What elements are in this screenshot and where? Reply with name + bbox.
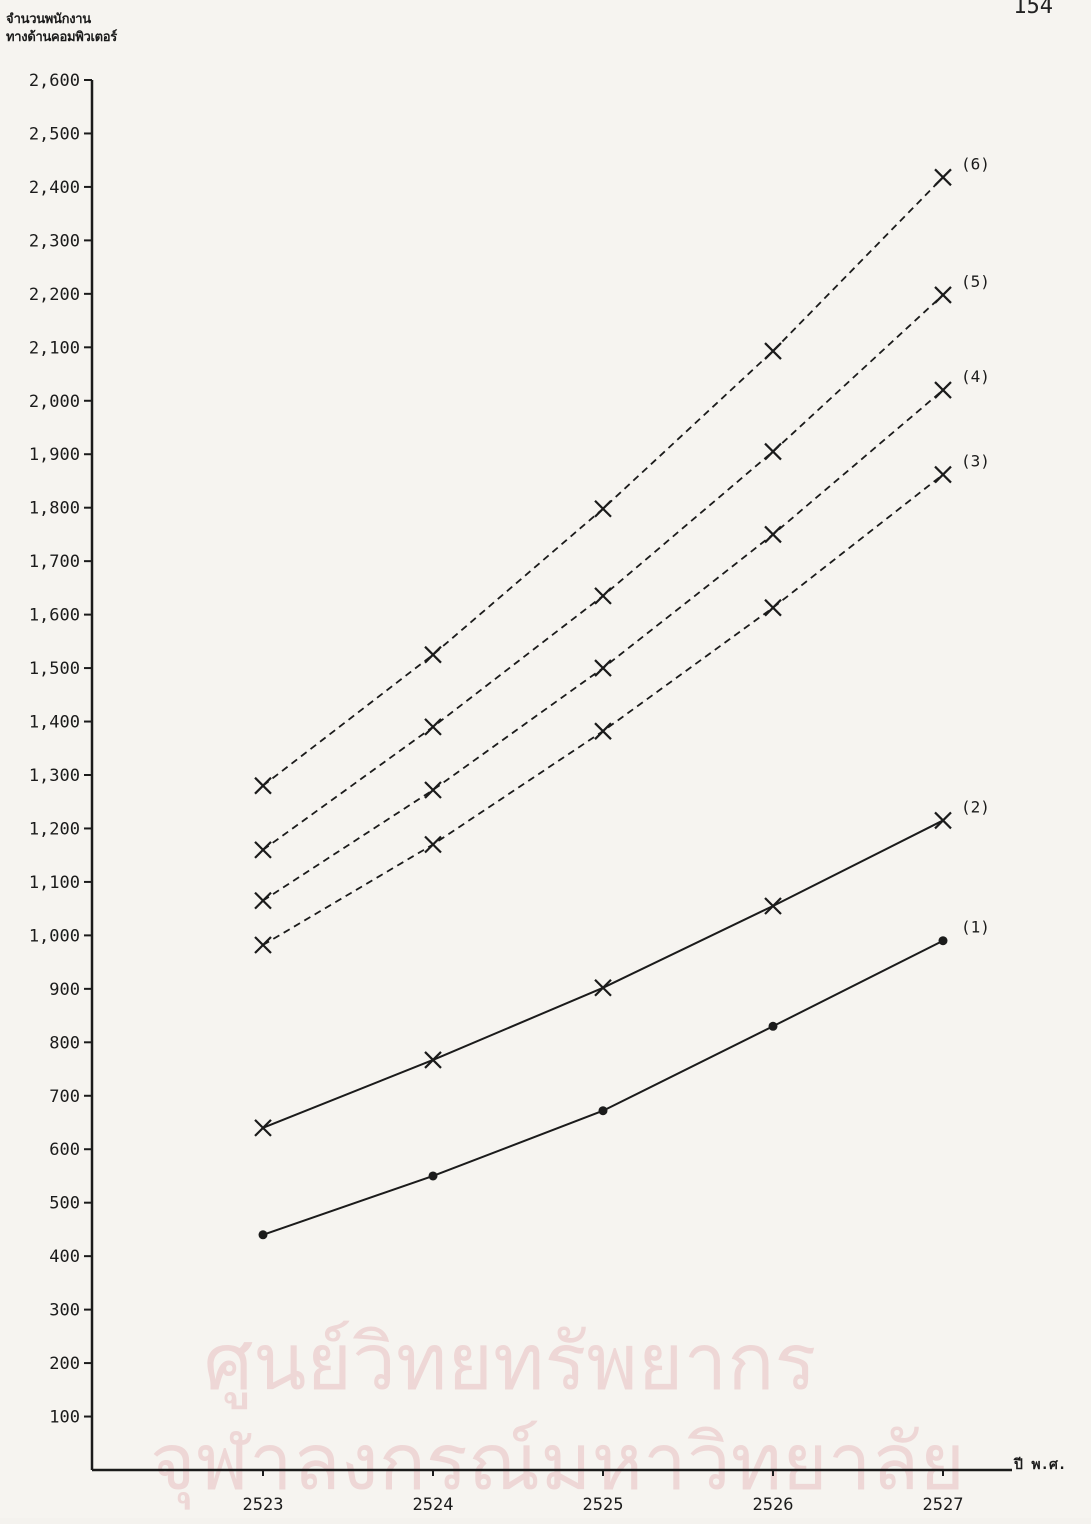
y-tick-label: 100 [49, 1408, 80, 1428]
x-tick-label: 2527 [923, 1495, 964, 1515]
watermark-line-1: ศูนย์วิทยทรัพยากร [203, 1318, 817, 1408]
data-point [424, 781, 442, 799]
series-line-5 [262, 294, 944, 851]
watermark-line-2: จุฬาลงกรณ์มหาวิทยาลัย [150, 1418, 966, 1508]
y-tick-label: 200 [49, 1354, 80, 1374]
y-tick-label: 600 [49, 1140, 80, 1160]
page-number: 154 [1013, 0, 1053, 19]
series-label-2: (2) [961, 797, 990, 816]
y-tick-label: 400 [49, 1247, 80, 1267]
data-point [424, 645, 442, 664]
data-point [258, 1230, 268, 1240]
x-tick-label: 2526 [753, 1495, 794, 1515]
data-point [594, 978, 612, 997]
x-axis-title: ปี พ.ศ. [1014, 1457, 1067, 1473]
y-tick-label: 2,500 [29, 124, 80, 144]
series-line-4 [262, 389, 944, 902]
x-tick-label: 2525 [583, 1495, 624, 1515]
y-tick-label: 2,400 [29, 178, 80, 198]
series-line-3 [262, 473, 944, 946]
data-point [594, 659, 612, 677]
y-tick-label: 1,100 [29, 873, 80, 893]
data-point [764, 598, 782, 617]
y-tick-label: 2,300 [29, 231, 80, 251]
x-tick-label: 2524 [413, 1495, 454, 1515]
data-point [424, 1051, 442, 1069]
series-label-5: (5) [961, 272, 990, 291]
data-point [934, 811, 952, 830]
data-point [764, 442, 782, 461]
y-tick-label: 700 [49, 1087, 80, 1107]
y-tick-label: 1,000 [29, 926, 80, 946]
data-point [594, 587, 612, 605]
data-point [428, 1171, 438, 1181]
data-point [934, 381, 952, 399]
y-tick-label: 1,800 [29, 499, 80, 519]
y-tick-label: 800 [49, 1033, 80, 1053]
series-label-4: (4) [961, 367, 990, 386]
y-tick-label: 900 [49, 980, 80, 1000]
data-point [254, 891, 272, 910]
data-point [594, 499, 612, 518]
data-point [254, 776, 272, 795]
y-tick-label: 2,000 [29, 392, 80, 412]
y-tick-label: 1,600 [29, 606, 80, 626]
data-point [764, 897, 782, 915]
y-tick-label: 1,900 [29, 445, 80, 465]
y-tick-label: 2,100 [29, 338, 80, 358]
y-tick-label: 1,500 [29, 659, 80, 679]
data-point [934, 168, 952, 187]
series-line-2 [262, 819, 944, 1129]
data-point [424, 835, 442, 854]
data-point [764, 342, 782, 360]
data-point [594, 722, 612, 740]
data-point [768, 1021, 778, 1031]
data-point [764, 525, 782, 544]
y-axis-title-line-2: ทางด้านคอมพิวเตอร์ [6, 30, 117, 45]
series-label-1: (1) [961, 918, 990, 937]
y-axis-title-line-1: จำนวนพนักงาน [6, 12, 91, 27]
y-tick-label: 500 [49, 1194, 80, 1214]
data-point [254, 936, 272, 954]
y-tick-label: 1,400 [29, 713, 80, 733]
data-point [934, 286, 952, 304]
data-point [934, 465, 952, 484]
x-tick-label: 2523 [243, 1495, 284, 1515]
data-point [938, 936, 948, 946]
y-tick-label: 2,600 [29, 71, 80, 91]
series-label-3: (3) [961, 452, 990, 471]
y-tick-label: 2,200 [29, 285, 80, 305]
data-point [424, 718, 442, 736]
y-tick-label: 1,700 [29, 552, 80, 572]
data-point [254, 1119, 272, 1137]
series-label-6: (6) [961, 154, 990, 173]
data-point [254, 841, 272, 859]
y-tick-label: 300 [49, 1301, 80, 1321]
data-point [598, 1106, 608, 1116]
y-tick-label: 1,300 [29, 766, 80, 786]
series-line-6 [262, 176, 944, 787]
y-tick-label: 1,200 [29, 819, 80, 839]
